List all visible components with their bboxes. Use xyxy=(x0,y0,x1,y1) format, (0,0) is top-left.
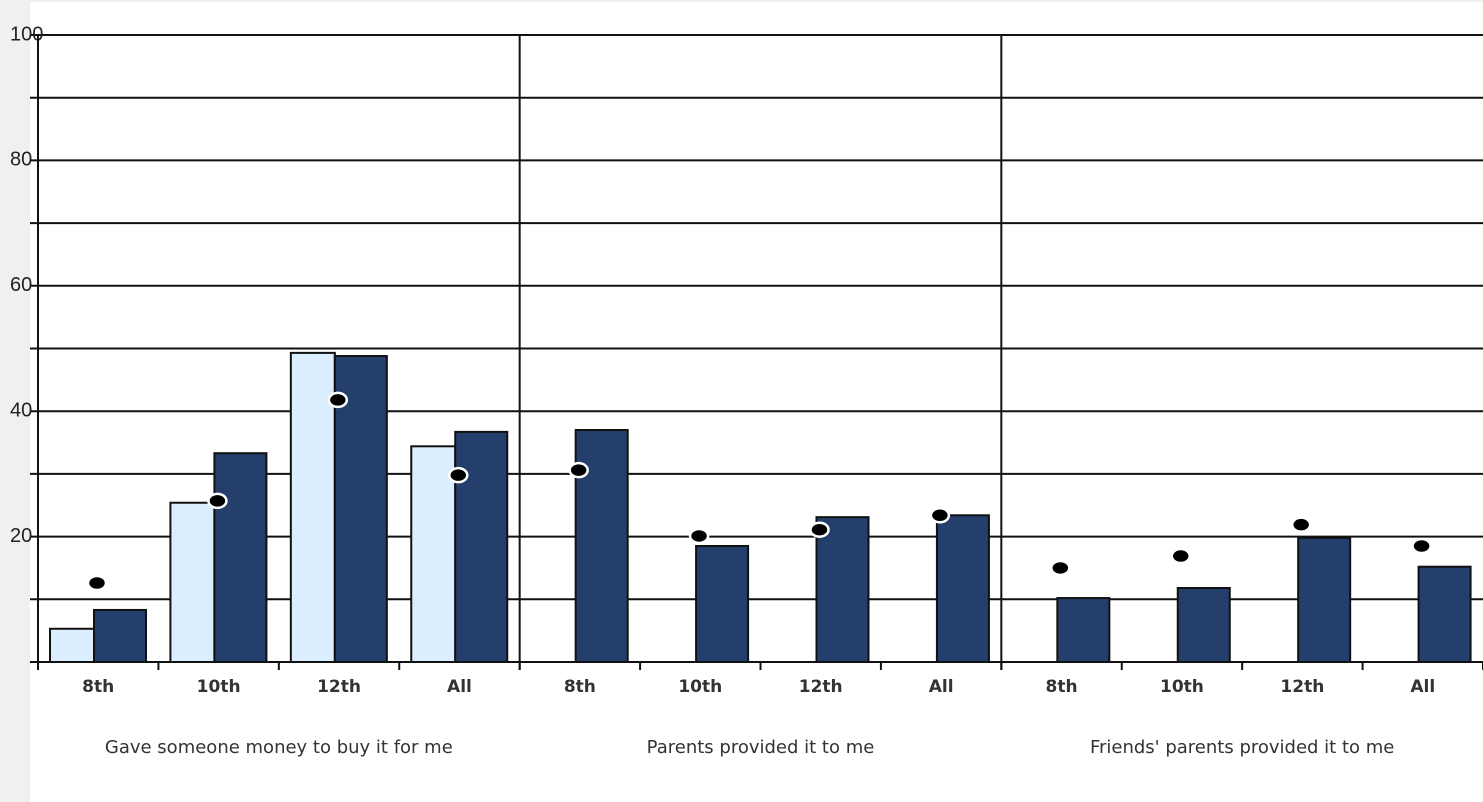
x-tick-label: 10th xyxy=(197,677,241,697)
bar xyxy=(289,351,336,663)
group-label: Gave someone money to buy it for me xyxy=(105,737,453,758)
x-tick-label: 12th xyxy=(317,677,361,697)
dot-marker xyxy=(568,461,589,479)
bar xyxy=(333,355,388,663)
plot-background xyxy=(30,2,1483,802)
bar xyxy=(169,501,216,663)
dot-marker xyxy=(327,391,349,409)
bar xyxy=(93,608,147,663)
y-tick-label: 80 xyxy=(10,149,32,171)
dot-marker xyxy=(929,507,951,524)
x-tick-label: 12th xyxy=(799,677,843,697)
bar xyxy=(1417,565,1472,663)
bar xyxy=(695,545,750,664)
bar xyxy=(1176,587,1231,663)
dot-marker xyxy=(688,527,710,545)
y-tick-label: 40 xyxy=(10,399,32,421)
dot-marker xyxy=(1170,547,1191,565)
x-tick-label: All xyxy=(447,677,472,697)
y-tick-label: 100 xyxy=(10,23,43,45)
x-tick-label: All xyxy=(929,677,954,697)
bar xyxy=(935,514,990,663)
bar xyxy=(454,430,509,663)
group-label: Friends' parents provided it to me xyxy=(1090,737,1394,758)
y-tick-label: 20 xyxy=(10,525,32,547)
dot-marker xyxy=(207,492,228,510)
bar xyxy=(815,516,870,664)
group-label: Parents provided it to me xyxy=(647,737,875,758)
y-tick-label: 60 xyxy=(10,274,32,296)
bar xyxy=(1297,536,1352,663)
dot-marker xyxy=(1290,516,1312,533)
x-tick-label: 8th xyxy=(82,677,114,697)
x-tick-label: 8th xyxy=(1046,677,1078,697)
dot-marker xyxy=(86,574,108,592)
x-tick-label: 8th xyxy=(564,677,596,697)
x-tick-label: 10th xyxy=(1160,677,1204,697)
bar xyxy=(213,452,268,664)
dot-marker xyxy=(448,466,469,484)
dot-marker xyxy=(1050,559,1071,577)
x-tick-label: 12th xyxy=(1280,677,1324,697)
bar xyxy=(1056,597,1111,664)
bar xyxy=(410,445,457,664)
bar xyxy=(49,627,95,663)
dot-marker xyxy=(1411,537,1432,555)
dot-marker xyxy=(809,521,830,538)
x-tick-label: 10th xyxy=(678,677,722,697)
x-tick-label: All xyxy=(1410,677,1435,697)
